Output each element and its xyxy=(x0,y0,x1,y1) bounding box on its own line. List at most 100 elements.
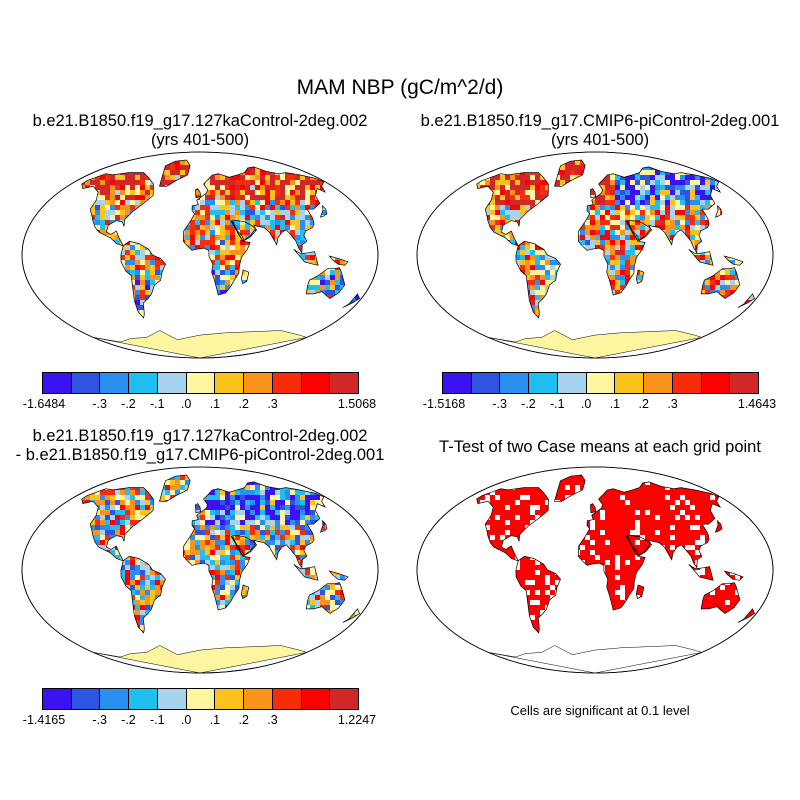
coastline-australia xyxy=(305,267,346,299)
coastline-afroEurasia xyxy=(577,166,722,296)
antarctica xyxy=(488,330,702,358)
coastline-uk xyxy=(195,188,202,199)
map-outline xyxy=(416,466,774,674)
coastline-japan xyxy=(319,519,328,533)
colorbar-label: .2 xyxy=(238,713,249,727)
map-difference xyxy=(21,466,379,674)
colorbar-swatch xyxy=(301,689,331,709)
coastline-australia xyxy=(305,582,346,614)
colorbar-panel-3 xyxy=(42,688,359,710)
colorbar-swatch xyxy=(215,373,245,393)
coastline-arabia xyxy=(232,220,258,242)
coastline-nz xyxy=(342,608,361,623)
antarctica xyxy=(93,330,307,358)
colorbar-swatch xyxy=(71,689,101,709)
colorbar-swatch xyxy=(330,689,359,709)
colorbar-swatch xyxy=(129,373,158,393)
coastline-australia xyxy=(700,267,741,299)
coastline-borneoNG xyxy=(723,570,744,581)
coastline-uk xyxy=(590,188,597,199)
colorbar-swatch xyxy=(100,373,130,393)
colorbar-label: .2 xyxy=(238,397,249,411)
colorbar-label: .0 xyxy=(180,397,192,411)
panel-3-title-line1: b.e21.B1850.f19_g17.127kaControl-2deg.00… xyxy=(32,427,368,445)
coastline-greenland xyxy=(159,159,191,187)
colorbar-panel-1 xyxy=(42,372,359,394)
panel-2-title-line1: b.e21.B1850.f19_g17.CMIP6-piControl-2deg… xyxy=(420,112,780,130)
map-outline xyxy=(21,466,379,674)
antarctica xyxy=(488,645,702,673)
coastline-southAmerica xyxy=(515,555,561,634)
colorbar-label: -.1 xyxy=(549,397,565,411)
map-border xyxy=(416,466,774,674)
colorbar-label: .1 xyxy=(209,397,221,411)
coastline-uk xyxy=(195,503,202,514)
coastline-madagascar xyxy=(240,584,250,600)
coastline-greenland xyxy=(159,474,191,502)
panel-2-title: b.e21.B1850.f19_g17.CMIP6-piControl-2deg… xyxy=(400,112,800,150)
map-border xyxy=(416,151,774,359)
map-127ka-control xyxy=(21,151,379,359)
colorbar-label: .3 xyxy=(267,713,278,727)
coastline-nz xyxy=(737,608,756,623)
colorbar-swatch xyxy=(443,373,472,393)
colorbar-swatch xyxy=(301,373,331,393)
colorbar-swatch xyxy=(43,689,72,709)
colorbar-label: -.3 xyxy=(492,397,507,411)
coastline-afroEurasia xyxy=(577,481,722,611)
colorbar-swatch xyxy=(43,373,72,393)
coastline-indonesia xyxy=(688,249,714,266)
colorbar-swatch xyxy=(529,373,558,393)
colorbar-swatch xyxy=(471,373,501,393)
panel-2-title-line2: (yrs 401-500) xyxy=(550,131,650,149)
colorbar-label: -.3 xyxy=(92,713,107,727)
coastline-greenland xyxy=(554,159,586,187)
map-outline xyxy=(21,151,379,359)
coastline-northAmerica xyxy=(81,172,154,247)
colorbar-label: -.2 xyxy=(121,713,136,727)
colorbar-swatch xyxy=(71,373,101,393)
panel-1-title: b.e21.B1850.f19_g17.127kaControl-2deg.00… xyxy=(0,112,400,150)
coastline-arabia xyxy=(232,535,258,557)
colorbar-label: .2 xyxy=(638,397,649,411)
coastline-madagascar xyxy=(240,269,250,285)
colorbar-label: .0 xyxy=(180,713,192,727)
colorbar-label: .1 xyxy=(609,397,621,411)
coastline-greenland xyxy=(554,474,586,502)
colorbar-swatch xyxy=(272,689,302,709)
map-border xyxy=(21,151,379,359)
coastline-indonesia xyxy=(688,564,714,581)
coastline-afroEurasia xyxy=(182,481,327,611)
coastline-southAmerica xyxy=(120,555,166,634)
coastline-northAmerica xyxy=(476,172,549,247)
colorbar-label: 1.4643 xyxy=(737,397,777,411)
coastline-indonesia xyxy=(293,564,319,581)
coastline-australia xyxy=(700,582,741,614)
colorbar-label: .0 xyxy=(580,397,592,411)
colorbar-swatch xyxy=(129,689,158,709)
colorbar-label: -.1 xyxy=(149,713,165,727)
map-ttest-significance xyxy=(416,466,774,674)
colorbar-swatch xyxy=(730,373,759,393)
coastline-madagascar xyxy=(635,584,645,600)
map-pi-control xyxy=(416,151,774,359)
coastline-japan xyxy=(319,204,328,218)
colorbar-label: 1.2247 xyxy=(337,713,377,727)
coastline-arabia xyxy=(627,535,653,557)
colorbar-label: .3 xyxy=(667,397,678,411)
colorbar-label: -1.4165 xyxy=(22,713,66,727)
colorbar-label: 1.5068 xyxy=(337,397,377,411)
colorbar-label: .1 xyxy=(209,713,221,727)
colorbar-swatch xyxy=(157,689,187,709)
colorbar-label: -.2 xyxy=(121,397,136,411)
colorbar-label: -.3 xyxy=(92,397,107,411)
colorbar-label: .3 xyxy=(267,397,278,411)
coastline-japan xyxy=(714,204,723,218)
panel-3-title-line2: - b.e21.B1850.f19_g17.CMIP6-piControl-2d… xyxy=(15,446,385,464)
colorbar-swatch xyxy=(615,373,645,393)
significance-note: Cells are significant at 0.1 level xyxy=(510,703,690,718)
coastline-arabia xyxy=(627,220,653,242)
colorbar-swatch xyxy=(500,373,530,393)
coastline-afroEurasia xyxy=(182,166,327,296)
main-title: MAM NBP (gC/m^2/d) xyxy=(296,76,504,99)
